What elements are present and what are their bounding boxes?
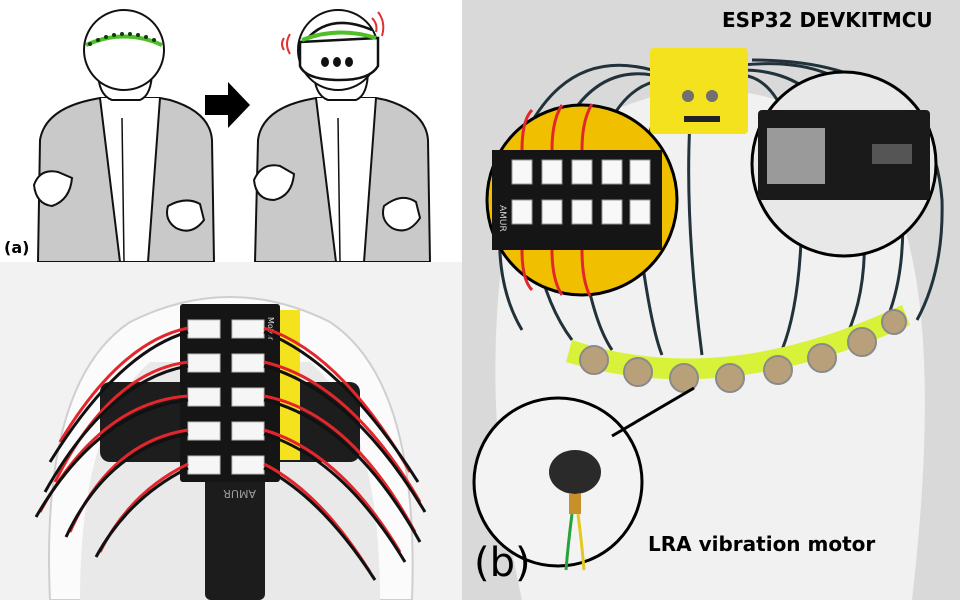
- esp32-enclosure: [650, 48, 748, 134]
- lra-motors: [579, 309, 907, 393]
- vibration-right-icon: [371, 11, 385, 37]
- esp32-module: [767, 128, 825, 184]
- strap-text: AMUR: [223, 487, 256, 500]
- right-hand: [166, 199, 206, 232]
- motor-wires: [34, 326, 427, 581]
- panel-a-photo: AMUR Motor: [0, 262, 462, 600]
- lra-caption: LRA vibration motor: [648, 532, 876, 556]
- left-hand: [32, 170, 74, 208]
- mannequin-photo: AMUR: [462, 0, 960, 600]
- panel-b-photo: AMUR ESP32 DEVKITMCU LRA vibration motor…: [462, 0, 960, 600]
- motor-holder-band: [566, 305, 910, 380]
- panel-a-label: (a): [4, 238, 30, 257]
- zoom-pcb-text: AMUR: [497, 205, 507, 232]
- panel-b-label: (b): [474, 540, 531, 586]
- figure-before: [32, 9, 216, 262]
- led-band: [85, 34, 163, 47]
- vr-user-illustration: [32, 9, 432, 262]
- arrow-icon: [205, 82, 250, 128]
- velcro-strap: [205, 472, 265, 600]
- headset-pcb-photo: AMUR Motor: [0, 262, 462, 600]
- esp32-title: ESP32 DEVKITMCU: [722, 8, 933, 32]
- figure-after: [252, 9, 432, 262]
- lra-motor-photo: [549, 450, 601, 494]
- panel-a-illustration: (a): [0, 0, 462, 262]
- vibration-left-icon: [281, 33, 291, 55]
